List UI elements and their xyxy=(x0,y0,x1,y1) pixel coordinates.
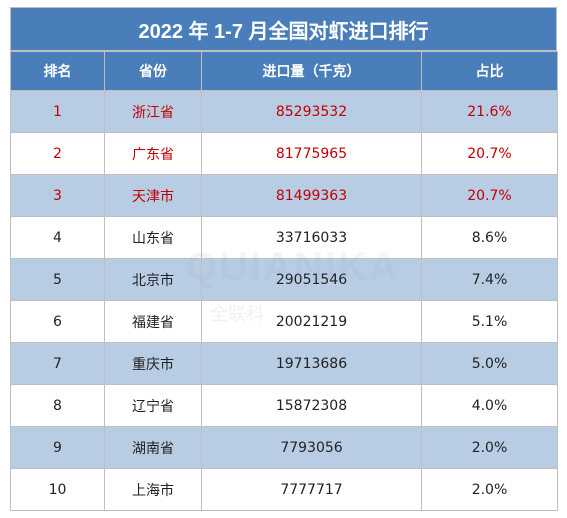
share-cell: 5.0% xyxy=(421,342,558,385)
header-row: 排名 省份 进口量（千克） 占比 xyxy=(10,51,558,91)
volume-cell: 33716033 xyxy=(201,216,422,259)
share-cell: 20.7% xyxy=(421,132,558,175)
header-volume: 进口量（千克） xyxy=(201,51,422,91)
volume-cell: 81499363 xyxy=(201,174,422,217)
table-row: 5 北京市 29051546 7.4% xyxy=(10,258,558,301)
province-cell: 上海市 xyxy=(104,468,202,511)
share-cell: 7.4% xyxy=(421,258,558,301)
rank-cell: 8 xyxy=(10,384,105,427)
province-cell: 福建省 xyxy=(104,300,202,343)
header-rank: 排名 xyxy=(10,51,105,91)
table-container: 2022 年 1-7 月全国对虾进口排行 排名 省份 进口量（千克） 占比 1 … xyxy=(10,7,558,511)
rank-cell: 2 xyxy=(10,132,105,175)
rank-cell: 5 xyxy=(10,258,105,301)
rank-cell: 10 xyxy=(10,468,105,511)
rank-cell: 9 xyxy=(10,426,105,469)
ranking-table: 排名 省份 进口量（千克） 占比 1 浙江省 85293532 21.6% 2 … xyxy=(10,51,558,511)
header-province: 省份 xyxy=(104,51,202,91)
rank-cell: 7 xyxy=(10,342,105,385)
table-row: 3 天津市 81499363 20.7% xyxy=(10,174,558,217)
share-cell: 20.7% xyxy=(421,174,558,217)
province-cell: 北京市 xyxy=(104,258,202,301)
province-cell: 湖南省 xyxy=(104,426,202,469)
volume-cell: 7777717 xyxy=(201,468,422,511)
volume-cell: 7793056 xyxy=(201,426,422,469)
province-cell: 重庆市 xyxy=(104,342,202,385)
table-title: 2022 年 1-7 月全国对虾进口排行 xyxy=(10,7,557,51)
province-cell: 广东省 xyxy=(104,132,202,175)
rank-cell: 3 xyxy=(10,174,105,217)
table-row: 2 广东省 81775965 20.7% xyxy=(10,132,558,175)
rank-cell: 1 xyxy=(10,90,105,133)
table-row: 4 山东省 33716033 8.6% xyxy=(10,216,558,259)
volume-cell: 15872308 xyxy=(201,384,422,427)
table-row: 10 上海市 7777717 2.0% xyxy=(10,468,558,511)
table-row: 1 浙江省 85293532 21.6% xyxy=(10,90,558,133)
volume-cell: 19713686 xyxy=(201,342,422,385)
table-row: 6 福建省 20021219 5.1% xyxy=(10,300,558,343)
share-cell: 5.1% xyxy=(421,300,558,343)
volume-cell: 20021219 xyxy=(201,300,422,343)
volume-cell: 81775965 xyxy=(201,132,422,175)
share-cell: 2.0% xyxy=(421,468,558,511)
table-row: 9 湖南省 7793056 2.0% xyxy=(10,426,558,469)
share-cell: 8.6% xyxy=(421,216,558,259)
table-row: 8 辽宁省 15872308 4.0% xyxy=(10,384,558,427)
province-cell: 辽宁省 xyxy=(104,384,202,427)
rank-cell: 6 xyxy=(10,300,105,343)
rank-cell: 4 xyxy=(10,216,105,259)
province-cell: 山东省 xyxy=(104,216,202,259)
volume-cell: 29051546 xyxy=(201,258,422,301)
share-cell: 4.0% xyxy=(421,384,558,427)
province-cell: 天津市 xyxy=(104,174,202,217)
table-row: 7 重庆市 19713686 5.0% xyxy=(10,342,558,385)
share-cell: 2.0% xyxy=(421,426,558,469)
province-cell: 浙江省 xyxy=(104,90,202,133)
header-share: 占比 xyxy=(421,51,558,91)
share-cell: 21.6% xyxy=(421,90,558,133)
volume-cell: 85293532 xyxy=(201,90,422,133)
